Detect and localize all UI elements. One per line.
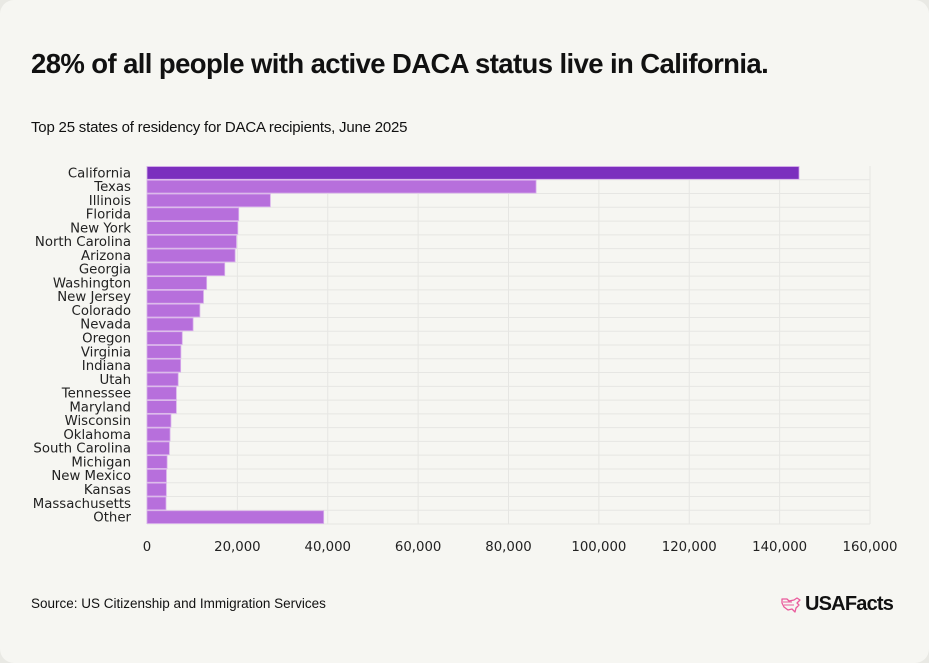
bar-massachusetts[interactable] bbox=[146, 496, 167, 511]
category-label: Massachusetts bbox=[33, 497, 131, 512]
x-tick-label: 60,000 bbox=[395, 540, 442, 555]
bar-north-carolina[interactable] bbox=[146, 234, 237, 249]
bar-georgia[interactable] bbox=[146, 262, 226, 277]
category-label: Maryland bbox=[69, 400, 131, 415]
bar-maryland[interactable] bbox=[146, 400, 177, 414]
category-label: Wisconsin bbox=[65, 414, 131, 429]
bar-california[interactable] bbox=[146, 166, 800, 180]
category-label: New York bbox=[70, 221, 131, 236]
bar-kansas[interactable] bbox=[146, 482, 167, 497]
bar-utah[interactable] bbox=[146, 372, 179, 387]
category-label: South Carolina bbox=[33, 442, 131, 457]
bar-south-carolina[interactable] bbox=[146, 441, 170, 456]
x-tick-label: 40,000 bbox=[304, 540, 351, 555]
category-label: Indiana bbox=[82, 359, 131, 374]
bar-nevada[interactable] bbox=[146, 317, 194, 332]
category-label: Texas bbox=[93, 180, 131, 195]
bar-layer bbox=[146, 166, 800, 524]
bar-texas[interactable] bbox=[146, 179, 537, 194]
x-tick-label: 20,000 bbox=[214, 540, 261, 555]
category-label: Florida bbox=[86, 208, 131, 223]
bar-arizona[interactable] bbox=[146, 248, 236, 263]
bar-new-jersey[interactable] bbox=[146, 290, 204, 304]
category-label: Illinois bbox=[89, 194, 131, 209]
bar-florida[interactable] bbox=[146, 207, 240, 221]
category-label: New Jersey bbox=[57, 290, 131, 305]
category-label: Nevada bbox=[80, 318, 131, 333]
x-tick-label: 140,000 bbox=[752, 540, 807, 555]
usa-map-icon bbox=[781, 596, 801, 613]
bar-washington[interactable] bbox=[146, 276, 208, 290]
category-label: Utah bbox=[99, 373, 131, 388]
bar-oregon[interactable] bbox=[146, 331, 183, 345]
x-tick-label: 80,000 bbox=[485, 540, 532, 555]
bar-michigan[interactable] bbox=[146, 455, 168, 469]
bar-illinois[interactable] bbox=[146, 193, 271, 208]
category-label: Arizona bbox=[81, 249, 131, 264]
x-tick-label: 120,000 bbox=[662, 540, 717, 555]
bar-new-mexico[interactable] bbox=[146, 469, 167, 483]
category-label: Kansas bbox=[84, 483, 131, 498]
category-label: Oregon bbox=[82, 332, 131, 347]
category-label: Oklahoma bbox=[63, 428, 131, 443]
category-label: Washington bbox=[53, 276, 131, 291]
x-tick-label: 0 bbox=[143, 540, 151, 555]
category-label: Virginia bbox=[81, 345, 131, 360]
x-axis-ticks: 0 20,000 40,000 60,000 80,000 100,000 120,000 1… bbox=[143, 540, 898, 555]
chart-subtitle: Top 25 states of residency for DACA reci… bbox=[31, 119, 408, 136]
category-label: Tennessee bbox=[61, 387, 131, 402]
bar-indiana[interactable] bbox=[146, 358, 182, 373]
bar-wisconsin[interactable] bbox=[146, 413, 172, 428]
bar-tennessee[interactable] bbox=[146, 386, 177, 400]
category-label: North Carolina bbox=[35, 235, 131, 250]
bar-other[interactable] bbox=[146, 510, 325, 524]
chart-title: 28% of all people with active DACA statu… bbox=[31, 48, 769, 79]
category-label: California bbox=[68, 166, 131, 181]
grid-layer bbox=[146, 166, 871, 525]
logo-text: USAFacts bbox=[805, 593, 894, 615]
category-label: Other bbox=[93, 511, 131, 526]
bar-oklahoma[interactable] bbox=[146, 427, 171, 442]
category-label: Michigan bbox=[71, 455, 131, 470]
x-tick-label: 160,000 bbox=[843, 540, 898, 555]
source-note: Source: US Citizenship and Immigration S… bbox=[31, 596, 326, 611]
usafacts-logo[interactable]: USAFacts bbox=[780, 593, 894, 616]
x-tick-label: 100,000 bbox=[571, 540, 626, 555]
bar-new-york[interactable] bbox=[146, 221, 239, 235]
category-label: Colorado bbox=[72, 304, 131, 319]
category-label: Georgia bbox=[79, 263, 131, 278]
bar-colorado[interactable] bbox=[146, 303, 201, 318]
bar-virginia[interactable] bbox=[146, 345, 182, 359]
category-label: New Mexico bbox=[51, 469, 131, 484]
